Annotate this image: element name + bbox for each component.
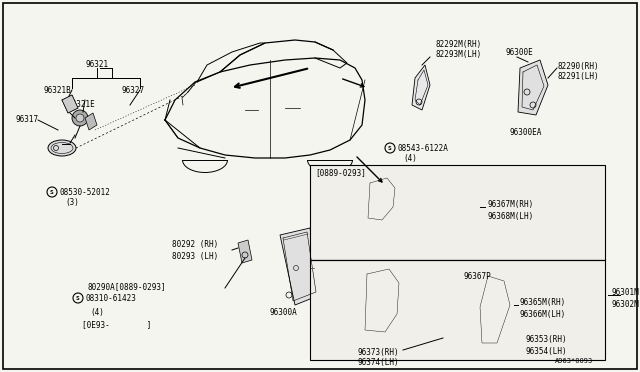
Text: 96321: 96321 <box>85 60 109 69</box>
Polygon shape <box>518 60 548 115</box>
Text: 96365M(RH): 96365M(RH) <box>520 298 566 307</box>
Text: 96301M(RH): 96301M(RH) <box>612 288 640 297</box>
Text: 82291(LH): 82291(LH) <box>558 72 600 81</box>
Polygon shape <box>320 268 350 335</box>
Circle shape <box>76 114 84 122</box>
Polygon shape <box>412 65 430 110</box>
Polygon shape <box>85 113 97 130</box>
Text: 80293 (LH): 80293 (LH) <box>172 252 218 261</box>
Text: [0889-0293]: [0889-0293] <box>315 168 366 177</box>
Text: 08310-61423: 08310-61423 <box>86 294 137 303</box>
Circle shape <box>72 110 88 126</box>
Text: A963*0093: A963*0093 <box>555 358 593 364</box>
Text: 96300EA: 96300EA <box>510 128 542 137</box>
Polygon shape <box>62 95 78 113</box>
Polygon shape <box>238 240 252 263</box>
Text: 96368M(LH): 96368M(LH) <box>487 212 533 221</box>
Text: 96300E: 96300E <box>505 48 532 57</box>
Text: 82292M(RH): 82292M(RH) <box>435 40 481 49</box>
Text: 82293M(LH): 82293M(LH) <box>435 50 481 59</box>
Text: 08530-52012: 08530-52012 <box>60 188 111 197</box>
Text: 96374(LH): 96374(LH) <box>358 358 399 367</box>
Text: 96327: 96327 <box>122 86 145 95</box>
Text: 80290A[0889-0293]: 80290A[0889-0293] <box>88 282 166 291</box>
Text: 96321E: 96321E <box>68 100 96 109</box>
Text: 96321B: 96321B <box>44 86 72 95</box>
Text: [0E93-        ]: [0E93- ] <box>82 320 152 329</box>
Text: 96353(RH): 96353(RH) <box>525 335 566 344</box>
Ellipse shape <box>422 270 477 340</box>
Bar <box>310 165 605 260</box>
Polygon shape <box>280 228 320 305</box>
Polygon shape <box>342 283 357 304</box>
Text: 82290(RH): 82290(RH) <box>558 62 600 71</box>
Text: 96366M(LH): 96366M(LH) <box>520 310 566 319</box>
Text: 96300A: 96300A <box>270 308 298 317</box>
Circle shape <box>429 324 445 340</box>
Text: 96302M(LH): 96302M(LH) <box>612 300 640 309</box>
Polygon shape <box>450 182 480 240</box>
Polygon shape <box>345 193 358 212</box>
Polygon shape <box>363 175 400 225</box>
Polygon shape <box>325 178 350 232</box>
Text: (3): (3) <box>65 198 79 207</box>
Text: 96317: 96317 <box>15 115 38 124</box>
Text: 96367M(RH): 96367M(RH) <box>487 200 533 209</box>
Ellipse shape <box>48 140 76 156</box>
Text: S: S <box>76 295 80 301</box>
Text: (4): (4) <box>90 308 104 317</box>
Text: (4): (4) <box>403 154 417 163</box>
Polygon shape <box>478 272 515 348</box>
Bar <box>310 260 605 360</box>
Text: S: S <box>50 189 54 195</box>
Ellipse shape <box>413 179 447 231</box>
Text: 08543-6122A: 08543-6122A <box>398 144 449 153</box>
Text: 96367P: 96367P <box>463 272 491 281</box>
Polygon shape <box>360 265 404 338</box>
Text: 96354(LH): 96354(LH) <box>525 347 566 356</box>
Text: S: S <box>388 145 392 151</box>
Text: 96373(RH): 96373(RH) <box>358 348 399 357</box>
Text: 80292 (RH): 80292 (RH) <box>172 240 218 249</box>
